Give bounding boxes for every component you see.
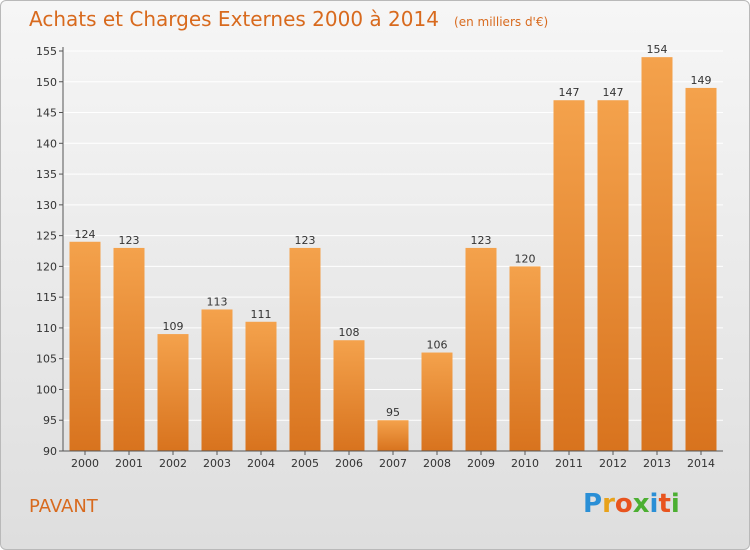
x-tick-label: 2001 [115,457,143,470]
bar-value-label: 147 [603,86,624,99]
bar-value-label: 106 [427,339,448,352]
bar-2006 [333,340,365,451]
y-tick-label: 155 [36,45,57,58]
bar-value-label: 123 [119,234,140,247]
y-tick-label: 130 [36,199,57,212]
bar-2002 [157,334,189,451]
bar-2004 [245,321,277,451]
chart-title: Achats et Charges Externes 2000 à 2014 (… [29,7,548,31]
city-name: PAVANT [29,496,98,517]
x-tick-label: 2009 [467,457,495,470]
x-tick-label: 2013 [643,457,671,470]
x-tick-label: 2003 [203,457,231,470]
y-tick-label: 145 [36,107,57,120]
chart-title-main: Achats et Charges Externes 2000 à 2014 [29,7,439,31]
bar-2008 [421,352,453,451]
y-tick-label: 110 [36,322,57,335]
bar-2012 [597,100,629,451]
y-tick-label: 135 [36,168,57,181]
bar-value-label: 149 [691,74,712,87]
x-tick-label: 2000 [71,457,99,470]
bar-value-label: 123 [295,234,316,247]
bar-2014 [685,87,717,451]
y-tick-label: 120 [36,260,57,273]
x-tick-label: 2012 [599,457,627,470]
bar-value-label: 120 [515,252,536,265]
bar-value-label: 108 [339,326,360,339]
x-tick-label: 2006 [335,457,363,470]
bar-value-label: 113 [207,295,228,308]
bar-2009 [465,247,497,451]
x-tick-label: 2007 [379,457,407,470]
bar-labels: 124 123 109 113 111 123 108 95 106 123 120 147 147 15… [75,43,712,419]
x-tick-label: 2002 [159,457,187,470]
y-tick-label: 105 [36,353,57,366]
bar-2003 [201,309,233,451]
y-tick-label: 100 [36,383,57,396]
bars [69,57,717,452]
y-tick-label: 95 [43,414,57,427]
x-tick-label: 2010 [511,457,539,470]
y-axis: 90 95 100 105 110 115 120 125 130 135 140 145 150 155 [36,45,64,458]
x-tick-label: 2011 [555,457,583,470]
proxiti-logo: Proxiti [583,489,680,519]
y-tick-label: 115 [36,291,57,304]
bar-2011 [553,100,585,451]
x-tick-label: 2005 [291,457,319,470]
bar-value-label: 154 [647,43,668,56]
bar-2010 [509,266,541,451]
x-axis: 2000 2001 2002 2003 2004 2005 2006 2007 2008 2009… [63,450,723,470]
bar-2007 [377,420,409,451]
bar-value-label: 111 [251,308,272,321]
y-tick-label: 90 [43,445,57,458]
bar-2005 [289,247,321,451]
x-tick-label: 2014 [687,457,715,470]
bar-value-label: 123 [471,234,492,247]
bar-2001 [113,247,145,451]
bar-value-label: 147 [559,86,580,99]
y-tick-label: 150 [36,76,57,89]
y-tick-label: 140 [36,137,57,150]
x-tick-label: 2004 [247,457,275,470]
bar-value-label: 109 [163,320,184,333]
chart-subtitle: (en milliers d'€) [454,15,549,29]
bar-value-label: 95 [386,406,400,419]
bar-2013 [641,57,673,452]
bar-value-label: 124 [75,228,96,241]
x-tick-label: 2008 [423,457,451,470]
bar-2000 [69,241,101,451]
y-tick-label: 125 [36,230,57,243]
